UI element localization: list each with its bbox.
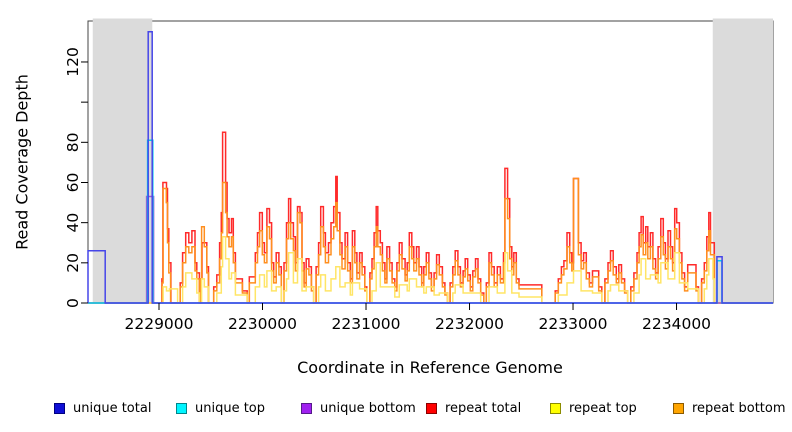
- legend-item-repeat-total: repeat total: [426, 398, 521, 418]
- masked-region: [92, 18, 153, 303]
- legend-label: unique bottom: [320, 400, 416, 416]
- legend-label: unique total: [73, 400, 152, 416]
- y-axis-title: Read Coverage Depth: [12, 74, 32, 250]
- legend-label: repeat total: [445, 400, 522, 416]
- legend-item-repeat-bottom: repeat bottom: [673, 398, 786, 418]
- y-tick-label: 40: [64, 213, 82, 233]
- y-tick-label: 20: [64, 253, 82, 273]
- legend-label: repeat top: [569, 400, 637, 416]
- legend-item-unique-total: unique total: [54, 398, 151, 418]
- x-tick-label: 2229000: [124, 315, 193, 333]
- legend: unique total unique top unique bottom repea…: [0, 398, 792, 422]
- legend-swatch-icon: [301, 402, 312, 414]
- legend-swatch-icon: [176, 402, 187, 414]
- y-tick-label: 80: [64, 132, 82, 152]
- x-axis-title: Coordinate in Reference Genome: [297, 358, 563, 377]
- legend-swatch-icon: [426, 402, 437, 414]
- x-tick-label: 2230000: [228, 315, 297, 333]
- legend-swatch-icon: [550, 402, 561, 414]
- legend-item-unique-bottom: unique bottom: [301, 398, 416, 418]
- y-tick-label: 60: [64, 173, 82, 193]
- legend-swatch-icon: [54, 402, 65, 414]
- x-tick-label: 2232000: [435, 315, 504, 333]
- legend-item-repeat-top: repeat top: [550, 398, 637, 418]
- legend-label: repeat bottom: [692, 400, 786, 416]
- y-tick-label: 0: [64, 298, 82, 308]
- legend-item-unique-top: unique top: [176, 398, 265, 418]
- x-tick-label: 2234000: [642, 315, 711, 333]
- series-repeat-top: [88, 235, 773, 304]
- masked-region: [712, 18, 773, 303]
- x-tick-label: 2233000: [539, 315, 608, 333]
- legend-swatch-icon: [673, 402, 684, 414]
- x-tick-label: 2231000: [332, 315, 401, 333]
- plot-frame: [87, 20, 774, 304]
- series-unique-total: [87, 31, 773, 304]
- legend-label: unique top: [195, 400, 266, 416]
- series-repeat-total: [88, 131, 773, 304]
- y-tick-label: 120: [64, 47, 82, 77]
